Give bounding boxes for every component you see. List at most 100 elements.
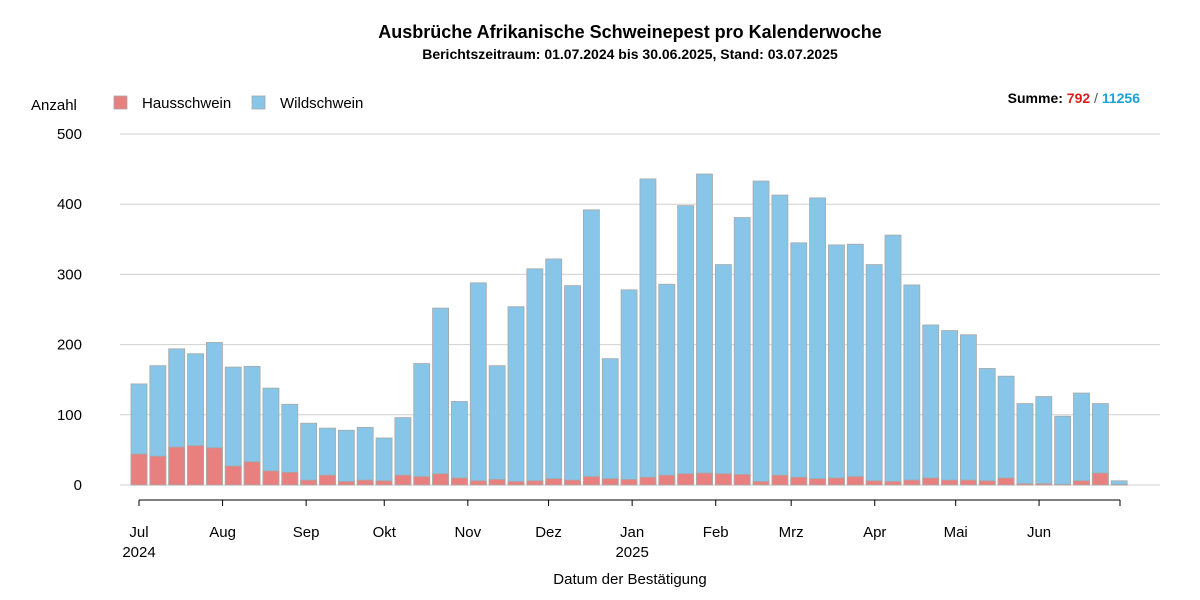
y-tick-label: 0 [74, 477, 82, 494]
bar-wildschwein [451, 401, 468, 486]
bar-hausschwein [432, 473, 450, 486]
bar-wildschwein [752, 180, 770, 486]
bar-hausschwein [846, 476, 864, 486]
summary-label: Summe: [1007, 90, 1063, 106]
bar-hausschwein [677, 473, 695, 486]
bar-hausschwein [960, 479, 977, 486]
y-axis-label: Anzahl [31, 97, 77, 114]
bar-wildschwein [601, 358, 619, 486]
bar-wildschwein [356, 427, 374, 486]
bar-hausschwein [1073, 480, 1090, 486]
x-tick-label: Jan [620, 524, 644, 541]
bar-wildschwein [1073, 392, 1090, 486]
bar-wildschwein [903, 284, 921, 486]
bar-wildschwein [714, 264, 732, 486]
bar-wildschwein [620, 289, 638, 486]
bar-hausschwein [1110, 483, 1128, 486]
bar-hausschwein [413, 476, 431, 486]
bar-hausschwein [752, 481, 770, 486]
bar-wildschwein [432, 307, 450, 486]
bar-wildschwein [469, 282, 487, 486]
y-tick-label: 300 [57, 266, 82, 283]
bar-hausschwein [356, 479, 374, 486]
bar-hausschwein [997, 477, 1015, 486]
bar-hausschwein [300, 479, 318, 486]
x-tick-label: Mai [944, 524, 968, 541]
bar-hausschwein [639, 476, 657, 486]
x-tick-label: Feb [703, 524, 729, 541]
bar-wildschwein [507, 306, 525, 486]
bar-wildschwein [1016, 403, 1034, 486]
x-axis-label: Datum der Bestätigung [553, 571, 706, 588]
bar-hausschwein [526, 480, 544, 486]
bar-wildschwein [639, 178, 657, 486]
bar-hausschwein [583, 476, 600, 486]
bar-hausschwein [1016, 483, 1034, 486]
bar-wildschwein [564, 285, 581, 486]
bar-wildschwein [809, 197, 826, 486]
x-tick-label: Dez [535, 524, 562, 541]
bar-hausschwein [620, 478, 638, 486]
bar-wildschwein [997, 375, 1015, 486]
bar-hausschwein [319, 474, 336, 486]
x-tick-label: Aug [209, 524, 236, 541]
bar-wildschwein [941, 330, 958, 486]
bar-hausschwein [564, 479, 581, 486]
legend-label-hausschwein: Hausschwein [142, 95, 231, 112]
bar-hausschwein [469, 480, 487, 486]
bar-hausschwein [601, 478, 619, 486]
bar-wildschwein [526, 268, 544, 486]
x-tick-label: Sep [293, 524, 320, 541]
bar-hausschwein [696, 472, 713, 486]
bar-hausschwein [1054, 483, 1072, 486]
bar-wildschwein [828, 244, 845, 486]
bar-hausschwein [1091, 472, 1109, 486]
bar-hausschwein [658, 474, 676, 486]
bar-hausschwein [168, 446, 186, 486]
bar-hausschwein [394, 474, 412, 486]
bar-hausschwein [507, 481, 525, 486]
y-tick-label: 400 [57, 196, 82, 213]
bar-wildschwein [922, 324, 940, 486]
bar-hausschwein [545, 478, 563, 486]
bar-hausschwein [375, 480, 393, 486]
bar-wildschwein [337, 429, 355, 486]
summary-totals: Summe: 792 / 11256 [1008, 90, 1140, 106]
bar-wildschwein [545, 258, 563, 486]
bar-wildschwein [978, 368, 996, 486]
bar-hausschwein [922, 477, 940, 486]
bar-wildschwein [677, 205, 695, 486]
bar-wildschwein [733, 217, 751, 486]
x-tick-label: Jul [129, 524, 148, 541]
bar-hausschwein [488, 478, 506, 486]
y-tick-label: 100 [57, 407, 82, 424]
bar-hausschwein [790, 476, 808, 486]
bar-wildschwein [960, 334, 977, 486]
legend-swatch-wildschwein [251, 95, 266, 110]
bar-wildschwein [846, 243, 864, 486]
bar-hausschwein [714, 473, 732, 486]
bar-wildschwein [865, 264, 883, 486]
bar-hausschwein [281, 471, 299, 486]
bar-hausschwein [828, 477, 845, 486]
bar-wildschwein [658, 283, 676, 486]
x-tick-label: Apr [863, 524, 886, 541]
legend-label-wildschwein: Wildschwein [280, 95, 363, 112]
x-tick-label: Mrz [779, 524, 804, 541]
bar-wildschwein [262, 387, 280, 486]
summary-haus-total: 792 [1066, 90, 1091, 106]
x-tick-label: Nov [454, 524, 481, 541]
bar-wildschwein [375, 437, 393, 486]
chart-title: Ausbrüche Afrikanische Schweinepest pro … [378, 22, 882, 42]
bar-hausschwein [337, 481, 355, 486]
bar-hausschwein [733, 474, 751, 486]
bar-wildschwein [583, 209, 600, 486]
bar-hausschwein [205, 447, 223, 486]
bar-wildschwein [1054, 415, 1072, 486]
y-tick-label: 500 [57, 126, 82, 143]
bar-wildschwein [488, 365, 506, 486]
bar-hausschwein [451, 477, 468, 486]
bar-wildschwein [1035, 396, 1053, 486]
bar-wildschwein [696, 173, 713, 486]
